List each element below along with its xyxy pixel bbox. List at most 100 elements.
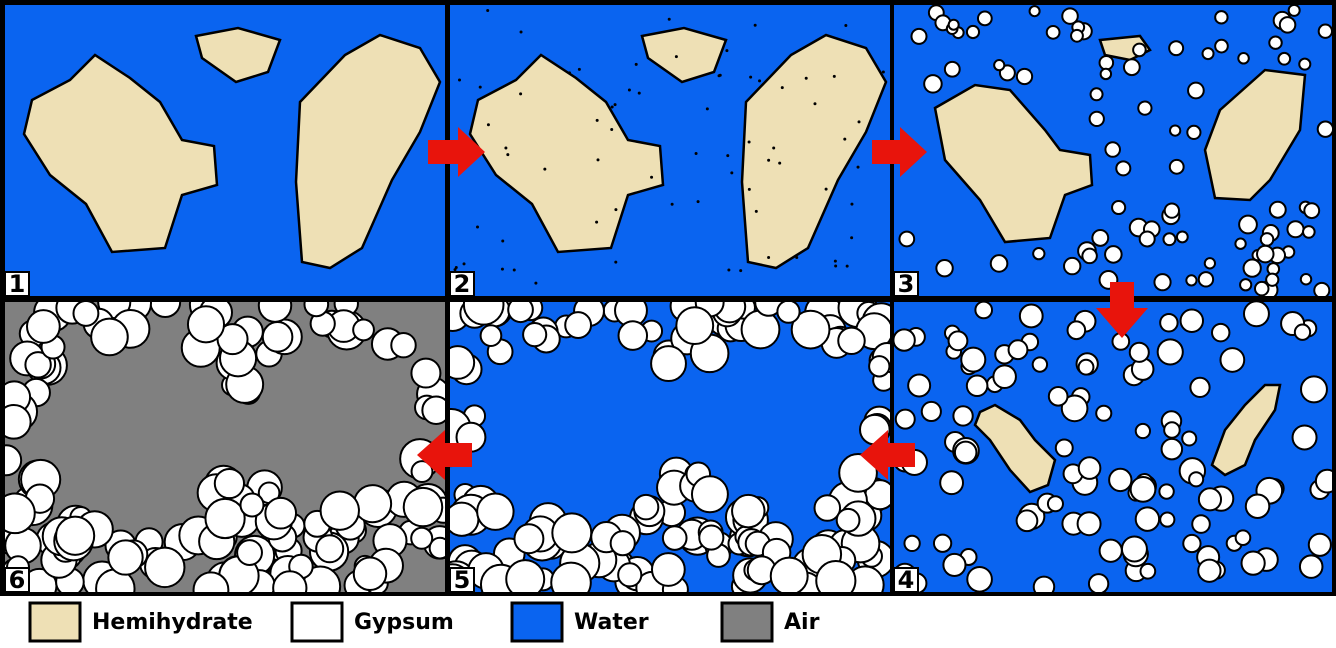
dot	[772, 146, 775, 149]
gypsum	[893, 329, 914, 350]
dot	[611, 106, 614, 109]
dot	[825, 188, 828, 191]
gypsum	[91, 319, 128, 356]
gypsum	[838, 328, 864, 354]
dot	[487, 123, 490, 126]
gypsum	[1158, 339, 1183, 364]
dot	[781, 86, 784, 89]
gypsum	[1198, 560, 1220, 582]
gypsum	[263, 322, 293, 352]
gypsum	[1133, 44, 1146, 57]
gypsum	[1030, 6, 1040, 16]
dot	[614, 261, 617, 264]
gypsum	[1141, 564, 1156, 579]
gypsum	[777, 301, 799, 323]
gypsum	[1048, 496, 1063, 511]
panel	[450, 5, 890, 296]
gypsum	[869, 356, 889, 376]
dot	[697, 200, 700, 203]
gypsum	[1192, 515, 1210, 533]
dot	[476, 225, 479, 228]
gypsum	[1170, 125, 1180, 135]
gypsum	[1109, 469, 1131, 491]
gypsum	[1242, 552, 1265, 575]
dot	[706, 107, 709, 110]
gypsum	[1062, 8, 1078, 24]
gypsum	[896, 410, 915, 429]
gypsum	[732, 495, 764, 527]
gypsum	[663, 526, 687, 550]
dot	[675, 55, 678, 58]
dot	[596, 119, 599, 122]
dot	[486, 9, 489, 12]
dot	[597, 158, 600, 161]
gypsum	[1079, 360, 1094, 375]
dot	[805, 77, 808, 80]
gypsum	[1203, 48, 1214, 59]
gypsum	[1064, 258, 1080, 274]
gypsum	[1136, 507, 1159, 530]
dot	[813, 102, 816, 105]
legend-label: Air	[784, 610, 820, 635]
gypsum	[1319, 25, 1332, 38]
dot	[834, 260, 837, 263]
gypsum	[1189, 472, 1203, 486]
gypsum	[237, 540, 262, 565]
gypsum	[993, 365, 1016, 388]
gypsum	[1270, 202, 1286, 218]
gypsum	[1183, 535, 1200, 552]
gypsum	[1160, 314, 1177, 331]
gypsum	[1049, 387, 1068, 406]
gypsum	[1033, 357, 1047, 371]
dot	[501, 240, 504, 243]
gypsum	[1169, 41, 1183, 55]
gypsum	[1078, 512, 1101, 535]
legend-swatch	[722, 603, 772, 641]
dot	[850, 203, 853, 206]
gypsum	[1295, 325, 1310, 340]
gypsum	[699, 526, 723, 550]
gypsum	[1236, 530, 1251, 545]
dot	[534, 282, 537, 285]
gypsum	[1239, 216, 1257, 234]
gypsum	[904, 536, 919, 551]
gypsum	[1318, 121, 1333, 136]
gypsum	[771, 558, 808, 595]
gypsum	[1220, 348, 1244, 372]
dot	[695, 152, 698, 155]
gypsum	[1092, 230, 1108, 246]
gypsum	[1020, 305, 1043, 328]
gypsum	[967, 26, 979, 38]
gypsum	[1112, 201, 1125, 214]
gypsum	[1154, 274, 1170, 290]
gypsum	[1140, 231, 1155, 246]
gypsum	[1188, 83, 1204, 99]
gypsum	[1266, 274, 1278, 286]
gypsum	[1215, 40, 1228, 53]
gypsum	[481, 325, 502, 346]
diagram: 123456 HemihydrateGypsumWaterAir	[0, 0, 1336, 648]
gypsum	[908, 374, 930, 396]
dot	[650, 176, 653, 179]
dot	[834, 264, 837, 267]
gypsum	[1244, 301, 1269, 326]
gypsum	[445, 503, 478, 536]
gypsum	[949, 20, 959, 30]
gypsum	[273, 571, 306, 604]
dot	[520, 30, 523, 33]
dot	[767, 256, 770, 259]
gypsum	[1105, 142, 1120, 157]
dot	[635, 63, 638, 66]
gypsum	[1017, 510, 1038, 531]
legend-label: Hemihydrate	[92, 610, 253, 635]
dot	[610, 128, 613, 131]
dot	[719, 74, 722, 77]
dot	[758, 79, 761, 82]
gypsum	[934, 535, 951, 552]
gypsum	[1240, 279, 1251, 290]
legend-swatch	[512, 603, 562, 641]
dot	[858, 120, 861, 123]
gypsum	[943, 554, 965, 576]
gypsum	[911, 29, 926, 44]
gypsum	[1299, 59, 1310, 70]
